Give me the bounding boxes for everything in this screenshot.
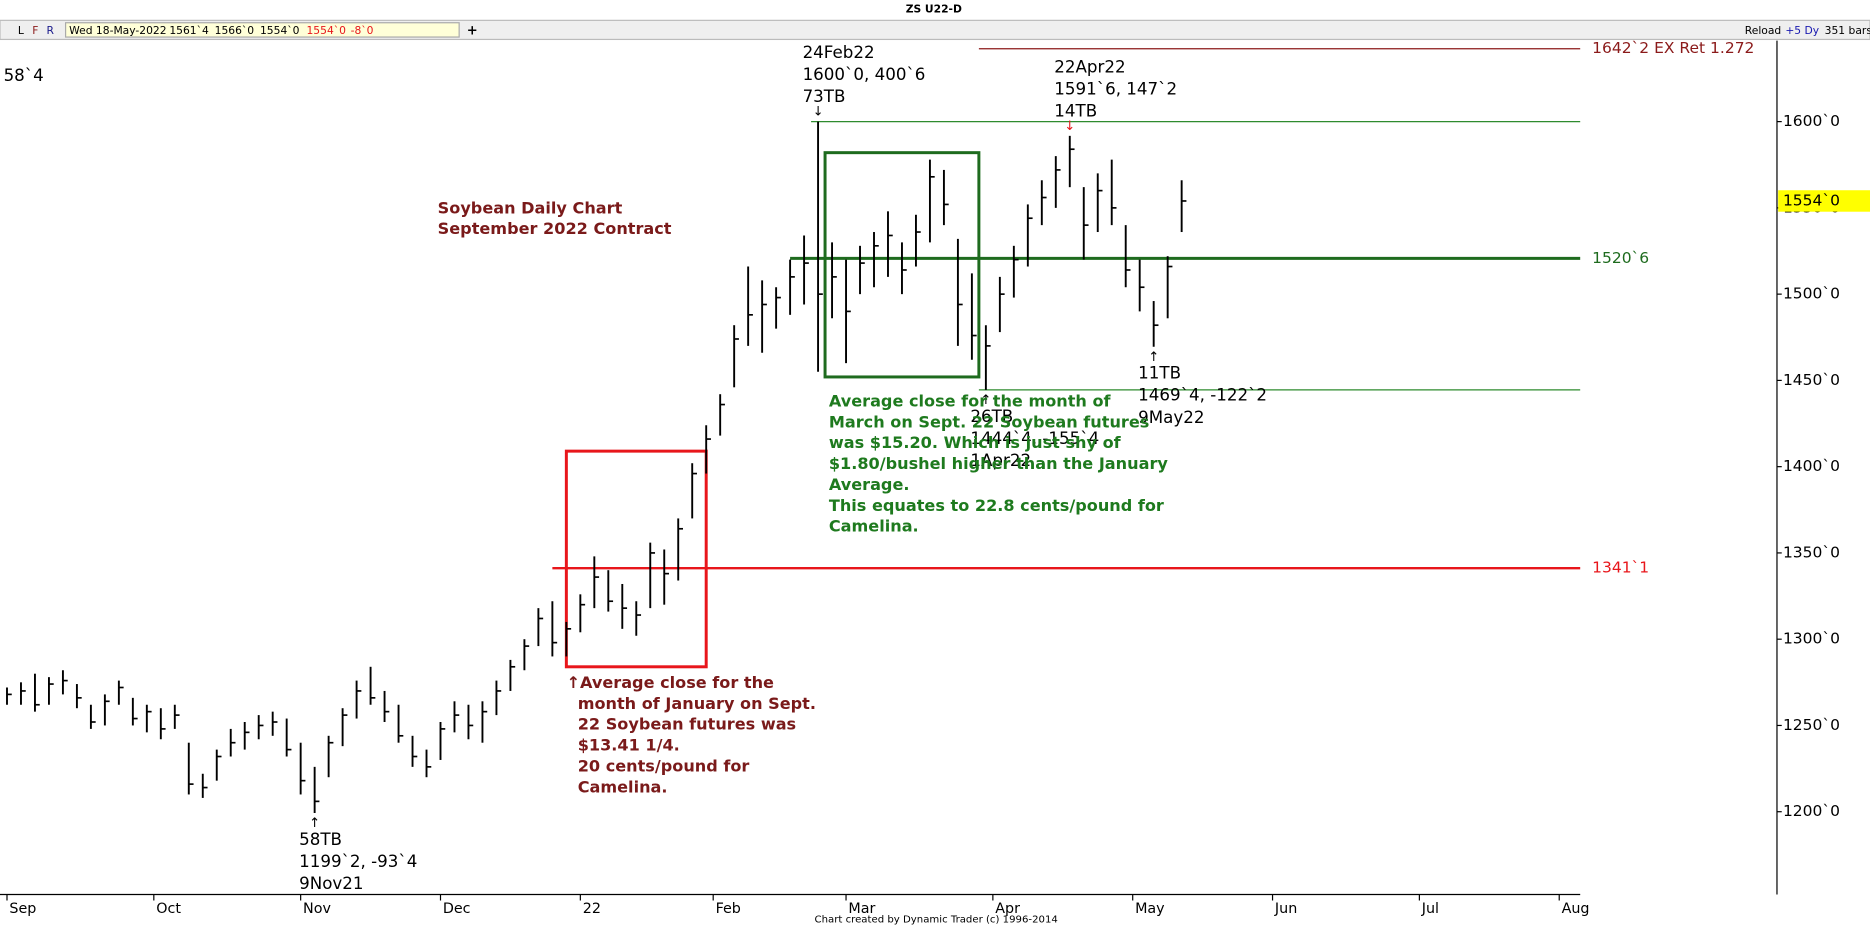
note-text: September 2022 Contract	[438, 219, 672, 238]
add-button[interactable]: +	[467, 24, 478, 39]
reload-button[interactable]: Reload	[1745, 24, 1781, 37]
quote-box	[64, 22, 460, 38]
pivot-label: 9May22	[1138, 408, 1204, 427]
note-text: Average close for the month of	[829, 391, 1112, 410]
quote-low: 1554`0	[260, 24, 300, 37]
box	[823, 151, 981, 379]
period-button[interactable]: +5 Dy	[1785, 24, 1819, 37]
pivot-label: 1Apr22	[970, 451, 1031, 470]
x-tick-label: May	[1135, 901, 1165, 917]
note-text: ↑Average close for the	[566, 673, 774, 692]
x-tick-label: Aug	[1562, 901, 1590, 917]
last-price-box	[1778, 190, 1870, 212]
x-tick-label: Apr	[995, 901, 1020, 917]
level-label: 1341`1	[1592, 559, 1649, 577]
pivot-label: 1199`2, -93`4	[299, 852, 417, 871]
level-label: 1642`2 EX Ret 1.272	[1592, 39, 1754, 57]
y-tick-label: 1600`0	[1783, 112, 1840, 130]
pivot-label: 26TB	[970, 407, 1013, 426]
button[interactable]: L	[18, 24, 24, 37]
pivot-label: 11TB	[1138, 364, 1181, 383]
x-tick-label: Sep	[9, 901, 36, 917]
chart-title: ZS U22-D	[906, 3, 962, 16]
y-tick-label: 1500`0	[1783, 285, 1840, 303]
note-text: 20 cents/pound for	[566, 756, 749, 775]
pivot-arrow: ↑	[980, 393, 991, 408]
x-tick-label: Nov	[303, 901, 331, 917]
button[interactable]: R	[47, 24, 55, 37]
note-text: Camelina.	[566, 777, 667, 796]
button[interactable]: F	[32, 24, 38, 37]
x-tick-label: Oct	[156, 901, 181, 917]
pivot-label: 1591`6, 147`2	[1054, 79, 1177, 98]
quote-change: -8`0	[351, 24, 374, 37]
pivot-label: 9Nov21	[299, 874, 363, 893]
x-tick-label: 22	[583, 901, 601, 917]
quote-open: 1561`4	[169, 24, 209, 37]
x-tick-label: Jul	[1421, 901, 1439, 917]
y-tick-label: 1400`0	[1783, 457, 1840, 475]
note-text: Camelina.	[829, 517, 919, 536]
pivot-label: 1444`4, -155`4	[970, 429, 1099, 448]
level-label: 1520`6	[1592, 249, 1649, 267]
note-text: was $15.20. Which is just shy of	[829, 433, 1122, 452]
corner-label: 58`4	[4, 66, 44, 85]
footer: Chart created by Dynamic Trader (c) 1996…	[815, 915, 1058, 926]
quote-last: 1554`0	[306, 24, 346, 37]
y-tick-label: 1450`0	[1783, 371, 1840, 389]
note-text: $13.41 1/4.	[566, 736, 679, 755]
note-text: March on Sept. 22 Soybean futures	[829, 412, 1150, 431]
note-text: Soybean Daily Chart	[438, 198, 623, 217]
pivot-label: 24Feb22	[803, 43, 875, 62]
pivot-label: 14TB	[1054, 101, 1097, 120]
pivot-label: 22Apr22	[1054, 57, 1125, 76]
pivot-label: 73TB	[803, 87, 846, 106]
bar-count: 351 bars	[1825, 24, 1870, 37]
quote-high: 1566`0	[215, 24, 255, 37]
x-tick-label: Mar	[848, 901, 875, 917]
pivot-arrow: ↑	[309, 816, 320, 831]
y-tick-label: 1250`0	[1783, 716, 1840, 734]
pivot-arrow: ↓	[1064, 119, 1075, 134]
y-tick-label: 1350`0	[1783, 543, 1840, 561]
pivot-label: 58TB	[299, 830, 342, 849]
pivot-label: 1469`4, -122`2	[1138, 386, 1267, 405]
pivot-arrow: ↓	[813, 105, 824, 120]
note-text: 22 Soybean futures was	[566, 715, 796, 734]
x-tick-label: Dec	[443, 901, 471, 917]
quote-date: Wed 18-May-2022	[69, 24, 166, 37]
y-tick-label: 1300`0	[1783, 630, 1840, 648]
note-text: month of January on Sept.	[566, 694, 816, 713]
y-tick-label: 1200`0	[1783, 802, 1840, 820]
toolbar	[0, 19, 1870, 41]
note-text: $1.80/bushel higher than the January	[829, 454, 1169, 473]
x-tick-label: Feb	[716, 901, 741, 917]
box	[564, 449, 708, 669]
pivot-label: 1600`0, 400`6	[803, 65, 926, 84]
pivot-arrow: ↑	[1148, 350, 1159, 365]
note-text: This equates to 22.8 cents/pound for	[829, 496, 1164, 515]
x-tick-label: Jun	[1274, 901, 1297, 917]
note-text: Average.	[829, 475, 910, 494]
last-price-label: 1554`0	[1783, 191, 1840, 209]
